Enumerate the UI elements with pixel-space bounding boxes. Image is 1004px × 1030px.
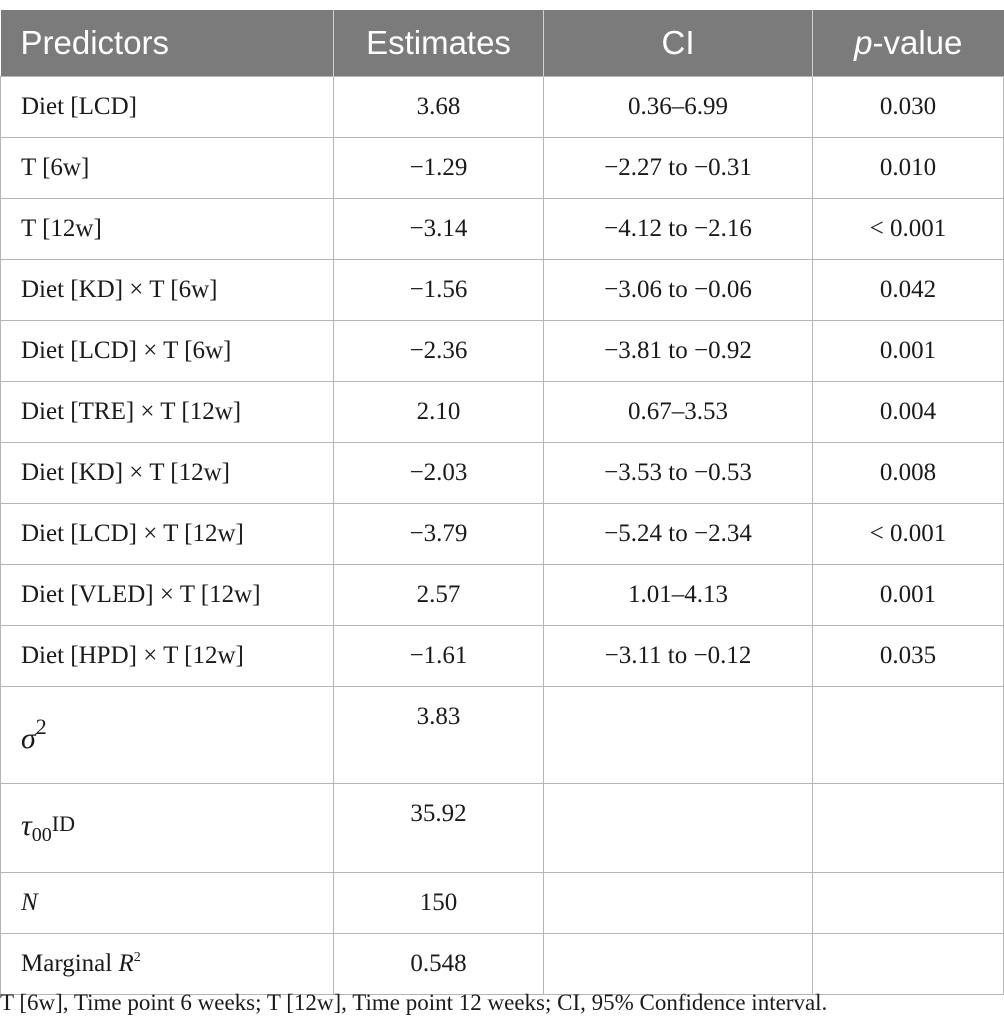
- predictor-cell: Diet [VLED] × T [12w]: [0, 564, 334, 626]
- predictor-cell: Diet [LCD] × T [12w]: [0, 503, 334, 565]
- header-p-rest: -value: [872, 24, 963, 61]
- ci-cell: −3.11 to −0.12: [543, 625, 813, 687]
- empty-cell: [543, 933, 813, 995]
- estimate-cell: −1.56: [333, 259, 544, 321]
- table-row: T [6w] −1.29 −2.27 to −0.31 0.010: [0, 137, 1004, 199]
- ci-cell: −3.81 to −0.92: [543, 320, 813, 382]
- predictor-cell: T [12w]: [0, 198, 334, 260]
- table-row: T [12w] −3.14 −4.12 to −2.16 < 0.001: [0, 198, 1004, 260]
- estimate-cell: −2.36: [333, 320, 544, 382]
- ci-cell: −5.24 to −2.34: [543, 503, 813, 565]
- sigma-symbol: σ: [21, 722, 36, 755]
- sigma-squared-value: 3.83: [333, 686, 544, 784]
- header-p-value: p-value: [812, 10, 1004, 77]
- table-header: Predictors Estimates CI p-value: [0, 10, 1004, 77]
- estimate-cell: −3.79: [333, 503, 544, 565]
- results-table: Predictors Estimates CI p-value Diet [LC…: [0, 10, 1004, 995]
- marginal-text: Marginal: [21, 950, 119, 977]
- header-ci: CI: [543, 10, 813, 77]
- marginal-r2-value: 0.548: [333, 933, 544, 995]
- estimate-cell: 2.10: [333, 381, 544, 443]
- empty-cell: [543, 783, 813, 873]
- tau-subscript: 00: [31, 824, 52, 846]
- empty-cell: [812, 872, 1004, 934]
- tau-symbol: τ: [21, 809, 32, 842]
- ci-cell: 0.36–6.99: [543, 76, 813, 138]
- table-footnote: T [6w], Time point 6 weeks; T [12w], Tim…: [0, 990, 828, 1015]
- predictor-cell: Diet [KD] × T [12w]: [0, 442, 334, 504]
- p-value-cell: 0.001: [812, 564, 1004, 626]
- header-p-italic: p: [854, 24, 873, 61]
- predictor-cell: Diet [KD] × T [6w]: [0, 259, 334, 321]
- p-value-cell: 0.010: [812, 137, 1004, 199]
- header-row: Predictors Estimates CI p-value: [0, 10, 1004, 77]
- table-row: Diet [KD] × T [6w] −1.56 −3.06 to −0.06 …: [0, 259, 1004, 321]
- p-value-cell: 0.001: [812, 320, 1004, 382]
- n-label: N: [0, 872, 334, 934]
- empty-cell: [543, 686, 813, 784]
- estimate-cell: −3.14: [333, 198, 544, 260]
- n-row: N 150: [0, 872, 1004, 934]
- marginal-r2-row: Marginal R2 0.548: [0, 933, 1004, 995]
- table-row: Diet [LCD] × T [12w] −3.79 −5.24 to −2.3…: [0, 503, 1004, 565]
- ci-cell: 1.01–4.13: [543, 564, 813, 626]
- tau-value: 35.92: [333, 783, 544, 873]
- tau-superscript: ID: [51, 811, 75, 836]
- table-row: Diet [LCD] × T [6w] −2.36 −3.81 to −0.92…: [0, 320, 1004, 382]
- tau-label: τ00ID: [0, 783, 334, 873]
- predictor-cell: Diet [TRE] × T [12w]: [0, 381, 334, 443]
- estimate-cell: −2.03: [333, 442, 544, 504]
- p-value-cell: 0.008: [812, 442, 1004, 504]
- p-value-cell: 0.042: [812, 259, 1004, 321]
- p-value-cell: 0.030: [812, 76, 1004, 138]
- p-value-cell: < 0.001: [812, 503, 1004, 565]
- n-symbol: N: [21, 889, 38, 916]
- predictor-cell: Diet [LCD] × T [6w]: [0, 320, 334, 382]
- sigma-squared-label: σ2: [0, 686, 334, 784]
- empty-cell: [812, 933, 1004, 995]
- p-value-cell: 0.004: [812, 381, 1004, 443]
- estimate-cell: −1.61: [333, 625, 544, 687]
- predictor-cell: Diet [LCD]: [0, 76, 334, 138]
- r-symbol: R: [118, 950, 134, 977]
- table-row: Diet [KD] × T [12w] −2.03 −3.53 to −0.53…: [0, 442, 1004, 504]
- empty-cell: [812, 686, 1004, 784]
- sigma-squared-row: σ2 3.83: [0, 686, 1004, 784]
- table-row: Diet [HPD] × T [12w] −1.61 −3.11 to −0.1…: [0, 625, 1004, 687]
- ci-cell: 0.67–3.53: [543, 381, 813, 443]
- ci-cell: −4.12 to −2.16: [543, 198, 813, 260]
- p-value-cell: 0.035: [812, 625, 1004, 687]
- empty-cell: [812, 783, 1004, 873]
- ci-cell: −3.53 to −0.53: [543, 442, 813, 504]
- estimate-cell: 2.57: [333, 564, 544, 626]
- empty-cell: [543, 872, 813, 934]
- predictor-cell: T [6w]: [0, 137, 334, 199]
- tau-row: τ00ID 35.92: [0, 783, 1004, 873]
- sigma-superscript: 2: [35, 714, 47, 739]
- marginal-r2-label: Marginal R2: [0, 933, 334, 995]
- header-predictors: Predictors: [0, 10, 334, 77]
- n-value: 150: [333, 872, 544, 934]
- ci-cell: −2.27 to −0.31: [543, 137, 813, 199]
- ci-cell: −3.06 to −0.06: [543, 259, 813, 321]
- table-row: Diet [VLED] × T [12w] 2.57 1.01–4.13 0.0…: [0, 564, 1004, 626]
- r2-superscript: 2: [133, 950, 141, 965]
- header-estimates: Estimates: [333, 10, 544, 77]
- p-value-cell: < 0.001: [812, 198, 1004, 260]
- estimate-cell: 3.68: [333, 76, 544, 138]
- estimate-cell: −1.29: [333, 137, 544, 199]
- table-row: Diet [LCD] 3.68 0.36–6.99 0.030: [0, 76, 1004, 138]
- table-body: Diet [LCD] 3.68 0.36–6.99 0.030 T [6w] −…: [0, 76, 1004, 995]
- table-row: Diet [TRE] × T [12w] 2.10 0.67–3.53 0.00…: [0, 381, 1004, 443]
- predictor-cell: Diet [HPD] × T [12w]: [0, 625, 334, 687]
